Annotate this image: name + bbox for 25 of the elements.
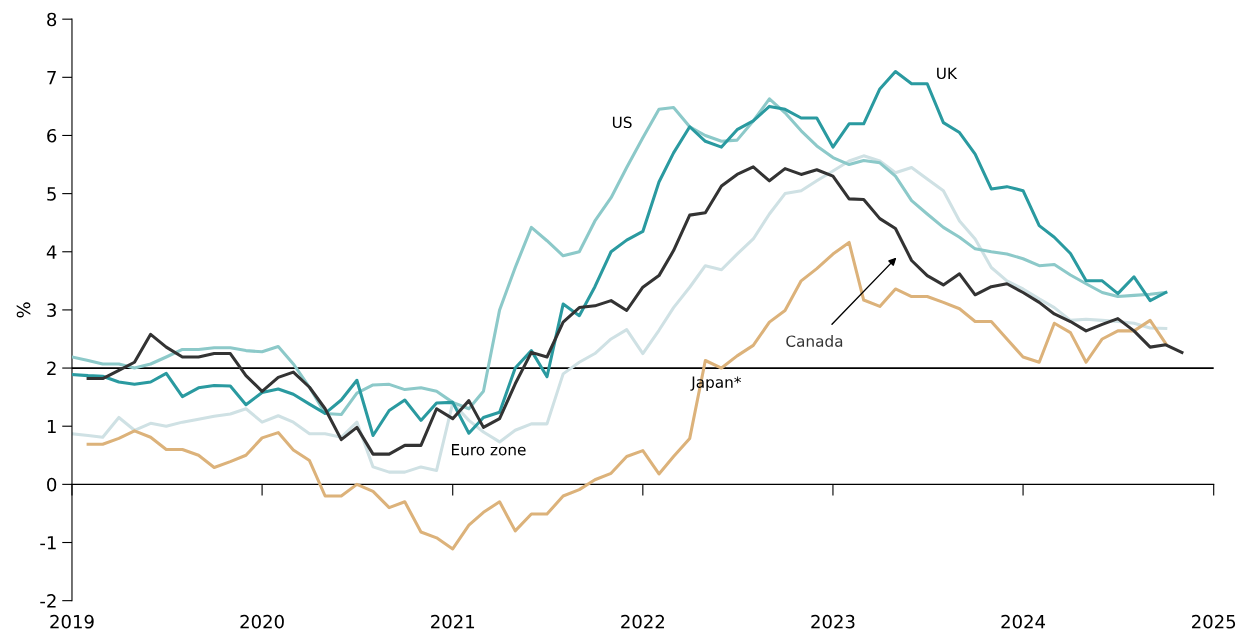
x-tick-label: 2023 — [811, 614, 855, 629]
y-tick-label: 1 — [47, 419, 56, 434]
y-tick-label: -1 — [40, 536, 56, 550]
y-axis-title: % — [16, 302, 31, 318]
y-tick-label: 6 — [47, 128, 57, 143]
line-series — [86, 240, 1168, 551]
x-tick-label: 2020 — [240, 614, 284, 629]
y-tick-label: 7 — [47, 71, 56, 85]
x-tick-label: 2019 — [50, 614, 94, 629]
y-tick-label: 3 — [47, 303, 56, 318]
series-label: UK — [937, 67, 958, 80]
y-tick-label: -2 — [40, 594, 56, 608]
y-tick-label: 5 — [47, 187, 56, 201]
x-tick-label: 2025 — [1192, 614, 1236, 629]
y-tick-label: 0 — [47, 477, 57, 492]
x-tick-label: 2021 — [431, 614, 475, 629]
x-tick-label: 2022 — [621, 614, 664, 629]
text: Canada — [786, 335, 843, 347]
y-tick-label: 2 — [47, 361, 56, 375]
series-label: Japan* — [690, 376, 742, 391]
x-tick-label: 2024 — [1001, 614, 1046, 629]
series-label: US — [612, 116, 632, 129]
series-label: Euro zone — [451, 444, 526, 456]
y-tick-label: 8 — [47, 12, 57, 27]
y-tick-label: 4 — [46, 245, 57, 259]
